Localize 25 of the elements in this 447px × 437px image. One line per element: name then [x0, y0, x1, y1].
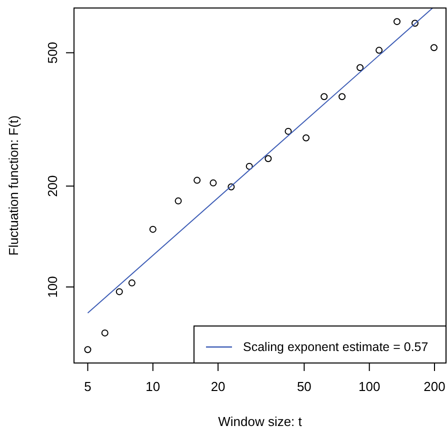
- y-axis-title: Fluctuation function: F(t): [6, 115, 21, 256]
- x-tick-label: 200: [424, 379, 446, 394]
- point: [302, 134, 310, 142]
- point: [338, 93, 346, 100]
- x-tick-label: 20: [210, 379, 226, 394]
- x-axis-title: Window size: t: [218, 414, 302, 429]
- x-tick-label: 50: [296, 379, 312, 394]
- point: [320, 93, 328, 100]
- point: [411, 20, 418, 27]
- y-tick-label: 200: [45, 175, 60, 197]
- x-tick-label: 10: [146, 379, 160, 394]
- x-tick-label: 5: [84, 379, 92, 394]
- point: [246, 162, 253, 170]
- point: [264, 155, 272, 162]
- point: [376, 46, 383, 54]
- point: [430, 44, 438, 52]
- y-tick-label: 100: [45, 276, 60, 298]
- x-tick-label: 100: [358, 379, 380, 394]
- point: [228, 183, 235, 190]
- legend-label: Scaling exponent estimate = 0.57: [243, 340, 428, 354]
- y-tick-label: 500: [45, 42, 60, 64]
- point: [284, 128, 292, 135]
- point: [394, 18, 401, 26]
- point: [356, 64, 364, 72]
- point: [210, 179, 217, 186]
